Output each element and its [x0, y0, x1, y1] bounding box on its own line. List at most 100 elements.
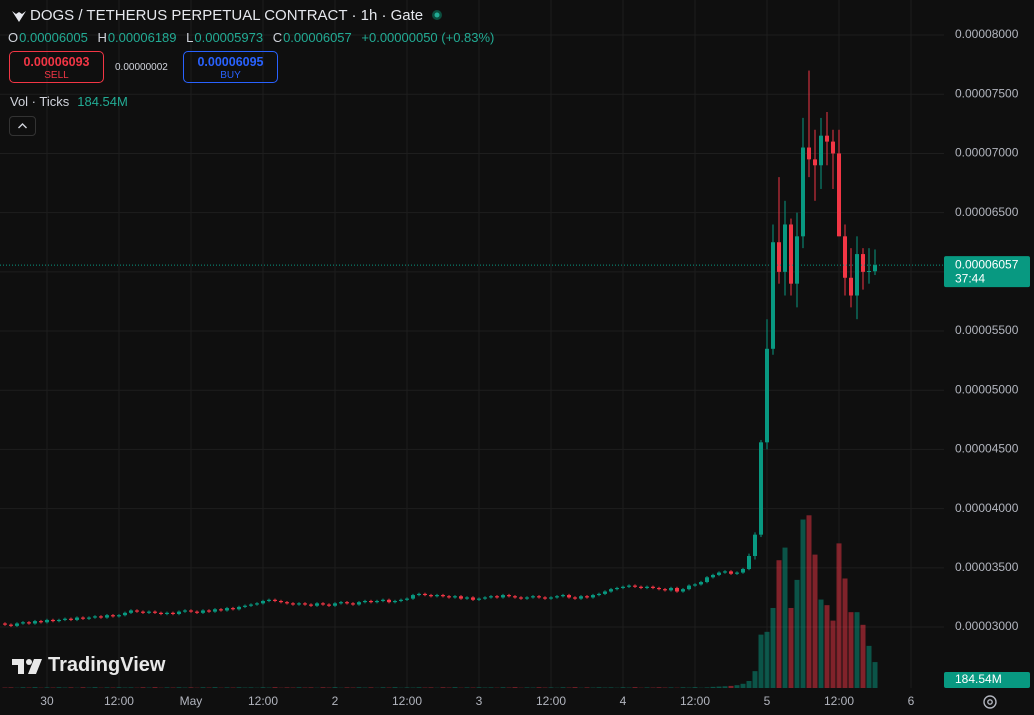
chevron [18, 123, 27, 129]
volume-bar [536, 687, 542, 688]
candle-body [536, 596, 541, 598]
candle-body [602, 591, 607, 594]
volume-bar [332, 687, 338, 688]
price-badge [944, 256, 1030, 288]
volume-bar [356, 687, 362, 688]
candle-body [98, 616, 103, 618]
volume-legend-value: 184.54M [77, 94, 128, 109]
volume-bar [212, 687, 218, 688]
candle-body [326, 604, 331, 606]
ohlc-key: L [186, 30, 194, 45]
volume-bar [488, 687, 494, 688]
volume-bar [260, 687, 266, 688]
volume-bar [416, 687, 422, 688]
candle-body [416, 593, 421, 596]
candle-body [716, 572, 721, 575]
candle-body [632, 585, 637, 587]
volume-legend: Vol · Ticks 184.54M [10, 94, 128, 109]
candle-body [14, 623, 19, 626]
y-tick-label: 0.00004000 [955, 501, 1019, 515]
candle-body [866, 271, 871, 273]
volume-bar [380, 687, 386, 688]
candle-body [692, 584, 697, 586]
candle-body [62, 618, 67, 620]
volume-bar [296, 687, 302, 688]
volume-bar [734, 685, 740, 688]
candle-body [590, 595, 595, 598]
volume-bar [284, 687, 290, 688]
candle-body [800, 147, 805, 237]
candle-body [806, 147, 811, 160]
volume-bar [128, 687, 134, 688]
volume-bar [404, 687, 410, 688]
sell-label: SELL [44, 70, 69, 81]
volume-bar [836, 543, 842, 688]
candle-body [350, 603, 355, 605]
candle-body [158, 612, 163, 615]
candle-body [332, 603, 337, 606]
volume-bar [20, 687, 26, 688]
volume-bar [770, 607, 776, 688]
y-tick-label: 0.00006500 [955, 205, 1019, 219]
volume-bar [92, 687, 98, 688]
settings-button[interactable] [980, 692, 1000, 712]
candle-body [740, 569, 745, 573]
volume-bar [248, 687, 254, 688]
candle-body [752, 534, 757, 556]
candle-body [104, 615, 109, 618]
candle-body [110, 615, 115, 617]
candle-body [680, 589, 685, 592]
volume-bar [512, 687, 518, 688]
candle-body [146, 611, 151, 613]
candle-body [278, 600, 283, 603]
candle-body [428, 595, 433, 597]
price-badge-value: 0.00006057 [955, 257, 1019, 271]
volume-bar [848, 612, 854, 688]
candle-body [260, 600, 265, 604]
volume-bar [560, 687, 566, 688]
candle-body [626, 585, 631, 587]
candle-body [530, 596, 535, 598]
y-tick-label: 0.00005500 [955, 323, 1019, 337]
x-tick-label: 12:00 [824, 694, 854, 708]
volume-bar [842, 578, 848, 688]
candle-body [284, 602, 289, 604]
volume-bar [56, 687, 62, 688]
volume-bar [104, 687, 110, 688]
volume-bar [632, 687, 638, 688]
volume-bar [794, 579, 800, 688]
candle-body [656, 587, 661, 590]
candle-body [476, 598, 481, 600]
sell-button[interactable]: 0.00006093 SELL [9, 51, 104, 83]
logo-text: TradingView [48, 654, 166, 676]
candle-body [362, 600, 367, 603]
candle-body [140, 611, 145, 613]
buy-button[interactable]: 0.00006095 BUY [183, 51, 278, 83]
x-tick-label: 6 [908, 694, 915, 708]
countdown: 37:44 [955, 271, 985, 285]
candle-body [578, 596, 583, 599]
candle-body [494, 596, 499, 598]
candle-body [386, 599, 391, 603]
candle-body [380, 599, 385, 601]
candle-body [458, 596, 463, 599]
candle-body [290, 603, 295, 605]
candle-body [8, 624, 13, 626]
candle-body [128, 610, 133, 613]
volume-bar [584, 687, 590, 688]
candle-body [842, 236, 847, 278]
candle-body [20, 622, 25, 624]
candle-body [32, 621, 37, 624]
volume-bar [308, 687, 314, 688]
volume-bar [164, 687, 170, 688]
volume-bar [860, 624, 866, 688]
logo-mark [12, 659, 42, 674]
sell-price: 0.00006093 [23, 55, 90, 69]
candle-body [194, 611, 199, 613]
y-tick-label: 0.00005000 [955, 382, 1019, 396]
candle-body [854, 254, 859, 296]
collapse-button[interactable] [9, 116, 36, 136]
ohlc-value: 0.00006057 [283, 30, 352, 45]
candle-body [686, 585, 691, 590]
